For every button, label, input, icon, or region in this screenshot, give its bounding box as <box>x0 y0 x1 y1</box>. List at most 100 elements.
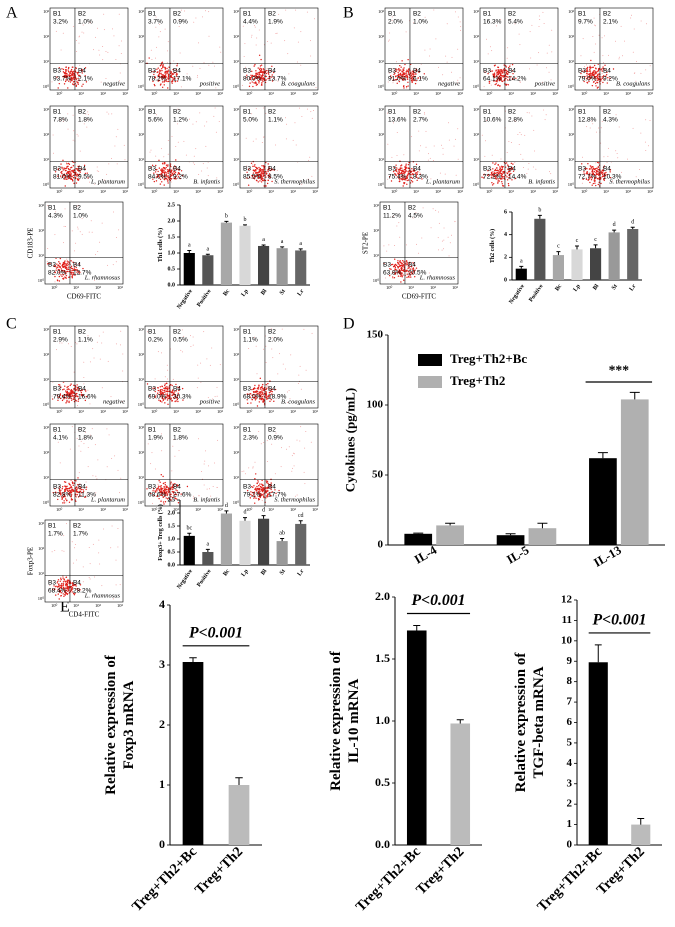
event-dot <box>499 171 500 172</box>
event-dot <box>161 500 162 501</box>
event-dot <box>253 485 254 486</box>
event-dot <box>89 577 90 578</box>
bar <box>221 223 232 285</box>
event-dot <box>72 83 73 84</box>
event-dot <box>64 168 65 169</box>
event-dot <box>604 65 605 66</box>
quadrant-label: B3 <box>578 165 586 172</box>
event-dot <box>63 71 64 72</box>
quadrant-percent: 2.0% <box>388 19 403 26</box>
event-dot <box>211 348 212 349</box>
event-dot <box>73 170 74 171</box>
event-dot <box>89 547 90 548</box>
quadrant-label: B3 <box>148 165 156 172</box>
quadrant-label: B2 <box>73 523 81 530</box>
event-dot <box>256 168 257 169</box>
flow-tick: 10³ <box>43 107 50 112</box>
event-dot <box>175 400 176 401</box>
event-dot <box>215 108 216 109</box>
event-dot <box>73 392 74 393</box>
flow-tick: 10² <box>435 91 442 96</box>
bar <box>407 630 427 845</box>
event-dot <box>263 170 264 171</box>
event-dot <box>547 53 548 54</box>
flow-tick: 10⁰ <box>138 402 145 407</box>
event-dot <box>261 386 262 387</box>
event-dot <box>72 541 73 542</box>
event-dot <box>62 264 63 265</box>
event-dot <box>110 547 111 548</box>
x-tick-label: Negative <box>176 288 194 310</box>
event-dot <box>208 65 209 66</box>
flow-tick: 10³ <box>138 107 145 112</box>
event-dot <box>624 41 625 42</box>
event-dot <box>72 66 73 67</box>
event-dot <box>533 130 534 131</box>
event-dot <box>69 171 70 172</box>
event-dot <box>311 176 312 177</box>
x-tick-label: IL-4 <box>412 543 439 567</box>
event-dot <box>52 551 53 552</box>
event-dot <box>83 443 84 444</box>
event-dot <box>278 14 279 15</box>
flow-axis-title: Foxp3-PE <box>27 547 35 575</box>
quadrant-label: B1 <box>243 11 251 18</box>
event-dot <box>277 373 278 374</box>
event-dot <box>102 387 103 388</box>
sample-label: L. rhamnosus <box>419 274 456 281</box>
error-bar <box>506 534 516 535</box>
event-dot <box>485 140 486 141</box>
event-dot <box>305 431 306 432</box>
quadrant-label: B1 <box>578 109 586 116</box>
sample-label: L. plantarum <box>425 178 460 185</box>
event-dot <box>194 156 195 157</box>
event-dot <box>73 563 74 564</box>
event-dot <box>165 67 166 68</box>
quadrant-percent: 16.6% <box>78 393 97 400</box>
event-dot <box>592 85 593 86</box>
flow-tick: 10¹ <box>233 157 240 162</box>
event-dot <box>67 389 68 390</box>
quadrant-label: B3 <box>148 67 156 74</box>
event-dot <box>627 159 628 160</box>
event-dot <box>392 278 393 279</box>
event-dot <box>502 176 503 177</box>
event-dot <box>444 228 445 229</box>
event-dot <box>166 71 167 72</box>
event-dot <box>215 87 216 88</box>
event-dot <box>71 69 72 70</box>
y-tick-label: 0.0 <box>168 282 176 288</box>
event-dot <box>158 480 159 481</box>
event-dot <box>260 72 261 73</box>
event-dot <box>61 167 62 168</box>
event-dot <box>158 160 159 161</box>
event-dot <box>77 134 78 135</box>
flow-tick: 10³ <box>378 107 385 112</box>
flow-tick: 10³ <box>312 409 319 414</box>
event-dot <box>591 67 592 68</box>
event-dot <box>66 387 67 388</box>
event-dot <box>261 72 262 73</box>
event-dot <box>160 73 161 74</box>
event-dot <box>411 73 412 74</box>
event-dot <box>251 163 252 164</box>
event-dot <box>445 56 446 57</box>
event-dot <box>192 66 193 67</box>
event-dot <box>519 34 520 35</box>
event-dot <box>261 80 262 81</box>
event-dot <box>261 389 262 390</box>
event-dot <box>64 481 65 482</box>
event-dot <box>60 579 61 580</box>
event-dot <box>460 26 461 27</box>
event-dot <box>167 393 168 394</box>
event-dot <box>167 379 168 380</box>
flow-tick: 10¹ <box>78 507 85 512</box>
bar <box>450 723 470 845</box>
event-dot <box>293 453 294 454</box>
event-dot <box>158 36 159 37</box>
quadrant-percent: 68.0% <box>243 393 262 400</box>
event-dot <box>402 266 403 267</box>
event-dot <box>124 159 125 160</box>
event-dot <box>158 67 159 68</box>
event-dot <box>645 142 646 143</box>
